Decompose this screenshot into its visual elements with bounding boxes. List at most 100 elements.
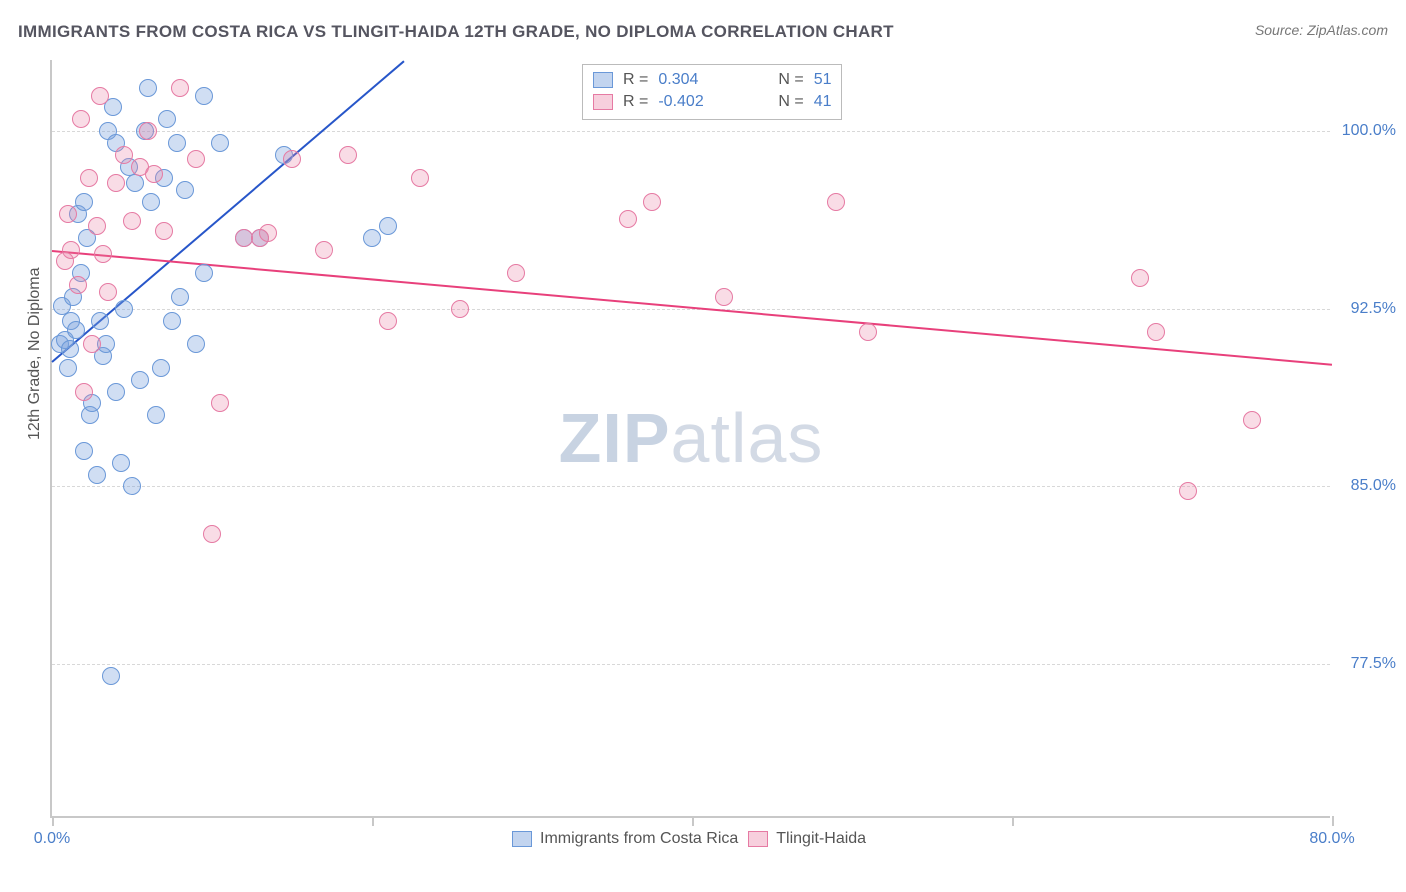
data-point [203, 525, 221, 543]
data-point [123, 212, 141, 230]
y-tick-label: 85.0% [1351, 477, 1396, 495]
gridline [52, 664, 1330, 665]
data-point [155, 222, 173, 240]
data-point [91, 87, 109, 105]
gridline [52, 486, 1330, 487]
data-point [83, 335, 101, 353]
data-point [67, 321, 85, 339]
data-point [72, 110, 90, 128]
data-point [1131, 269, 1149, 287]
data-point [451, 300, 469, 318]
gridline [52, 131, 1330, 132]
y-tick-label: 77.5% [1351, 655, 1396, 673]
data-point [75, 383, 93, 401]
stat-label: N = [778, 71, 803, 89]
data-point [126, 174, 144, 192]
chart-title: IMMIGRANTS FROM COSTA RICA VS TLINGIT-HA… [18, 22, 894, 42]
data-point [75, 193, 93, 211]
data-point [283, 150, 301, 168]
data-point [61, 340, 79, 358]
stat-r-value: -0.402 [658, 93, 768, 111]
data-point [152, 359, 170, 377]
data-point [75, 442, 93, 460]
stats-legend-box: R = 0.304 N = 51 R = -0.402 N = 41 [582, 64, 842, 120]
data-point [80, 169, 98, 187]
data-point [379, 217, 397, 235]
watermark: ZIPatlas [559, 398, 824, 478]
x-tick [372, 816, 374, 826]
data-point [107, 383, 125, 401]
legend-swatch [748, 831, 768, 847]
data-point [88, 466, 106, 484]
data-point [859, 323, 877, 341]
legend-swatch [593, 72, 613, 88]
data-point [102, 667, 120, 685]
data-point [363, 229, 381, 247]
data-point [1179, 482, 1197, 500]
stat-n-value: 51 [814, 71, 832, 89]
data-point [91, 312, 109, 330]
bottom-legend: Immigrants from Costa Rica Tlingit-Haida [512, 830, 866, 848]
data-point [379, 312, 397, 330]
data-point [619, 210, 637, 228]
data-point [168, 134, 186, 152]
trend-line [52, 250, 1332, 366]
data-point [259, 224, 277, 242]
data-point [315, 241, 333, 259]
legend-item: Immigrants from Costa Rica [512, 830, 738, 848]
data-point [115, 146, 133, 164]
data-point [142, 193, 160, 211]
legend-swatch [593, 94, 613, 110]
stat-r-value: 0.304 [658, 71, 768, 89]
data-point [171, 288, 189, 306]
legend-swatch [512, 831, 532, 847]
data-point [123, 477, 141, 495]
data-point [115, 300, 133, 318]
x-tick-label: 80.0% [1309, 830, 1354, 848]
data-point [827, 193, 845, 211]
data-point [643, 193, 661, 211]
data-point [145, 165, 163, 183]
legend-label: Immigrants from Costa Rica [540, 830, 738, 848]
data-point [147, 406, 165, 424]
data-point [59, 205, 77, 223]
data-point [507, 264, 525, 282]
stat-n-value: 41 [814, 93, 832, 111]
legend-item: Tlingit-Haida [748, 830, 866, 848]
data-point [187, 335, 205, 353]
data-point [158, 110, 176, 128]
legend-label: Tlingit-Haida [776, 830, 866, 848]
x-tick [1012, 816, 1014, 826]
data-point [339, 146, 357, 164]
data-point [211, 394, 229, 412]
data-point [112, 454, 130, 472]
stat-label: R = [623, 71, 648, 89]
stat-label: R = [623, 93, 648, 111]
data-point [59, 359, 77, 377]
data-point [131, 371, 149, 389]
data-point [1147, 323, 1165, 341]
x-tick [692, 816, 694, 826]
x-tick [52, 816, 54, 826]
x-tick [1332, 816, 1334, 826]
data-point [94, 245, 112, 263]
data-point [1243, 411, 1261, 429]
y-tick-label: 92.5% [1351, 300, 1396, 318]
y-axis-label: 12th Grade, No Diploma [26, 267, 44, 440]
data-point [62, 241, 80, 259]
data-point [211, 134, 229, 152]
data-point [139, 79, 157, 97]
gridline [52, 309, 1330, 310]
data-point [69, 276, 87, 294]
data-point [163, 312, 181, 330]
data-point [99, 283, 117, 301]
stat-label: N = [778, 93, 803, 111]
data-point [107, 174, 125, 192]
data-point [195, 87, 213, 105]
data-point [139, 122, 157, 140]
source-attribution: Source: ZipAtlas.com [1255, 22, 1388, 38]
data-point [88, 217, 106, 235]
x-tick-label: 0.0% [34, 830, 70, 848]
y-tick-label: 100.0% [1342, 122, 1396, 140]
data-point [176, 181, 194, 199]
